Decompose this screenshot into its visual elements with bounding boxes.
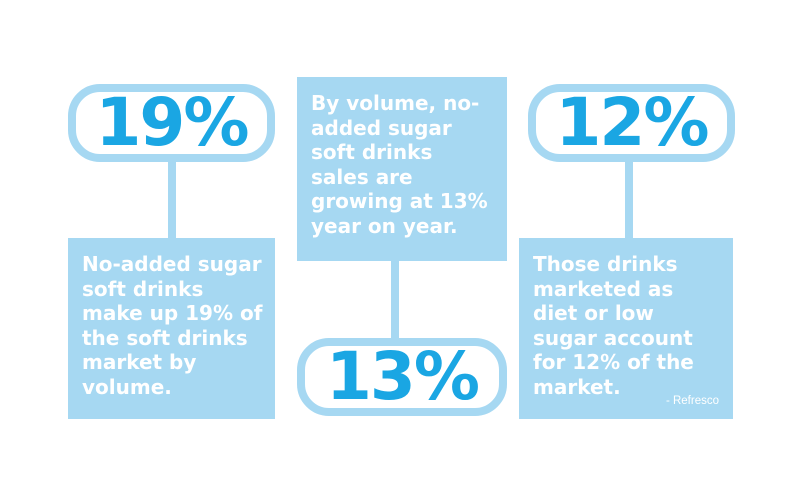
stat-text-19: No-added sugar soft drinks make up 19% o… (82, 252, 263, 399)
stat-value-13: 13% (326, 338, 480, 415)
stat-box-19-percent: No-added sugar soft drinks make up 19% o… (68, 238, 275, 419)
stat-text-13: By volume, no-added sugar soft drinks sa… (311, 91, 488, 238)
stat-text-12: Those drinks marketed as diet or low sug… (533, 252, 694, 399)
connector-line-3 (625, 160, 633, 240)
connector-line-1 (168, 160, 176, 240)
stat-value-19: 19% (95, 84, 250, 161)
source-credit: - Refresco (665, 394, 719, 407)
stat-value-12: 12% (555, 84, 710, 161)
stat-box-13-percent: By volume, no-added sugar soft drinks sa… (297, 77, 507, 261)
stat-pill-19-percent: 19% (68, 84, 275, 162)
stat-pill-13-percent: 13% (297, 338, 507, 416)
connector-line-2 (391, 259, 399, 343)
stat-pill-12-percent: 12% (528, 84, 735, 162)
stat-box-12-percent: Those drinks marketed as diet or low sug… (519, 238, 733, 419)
